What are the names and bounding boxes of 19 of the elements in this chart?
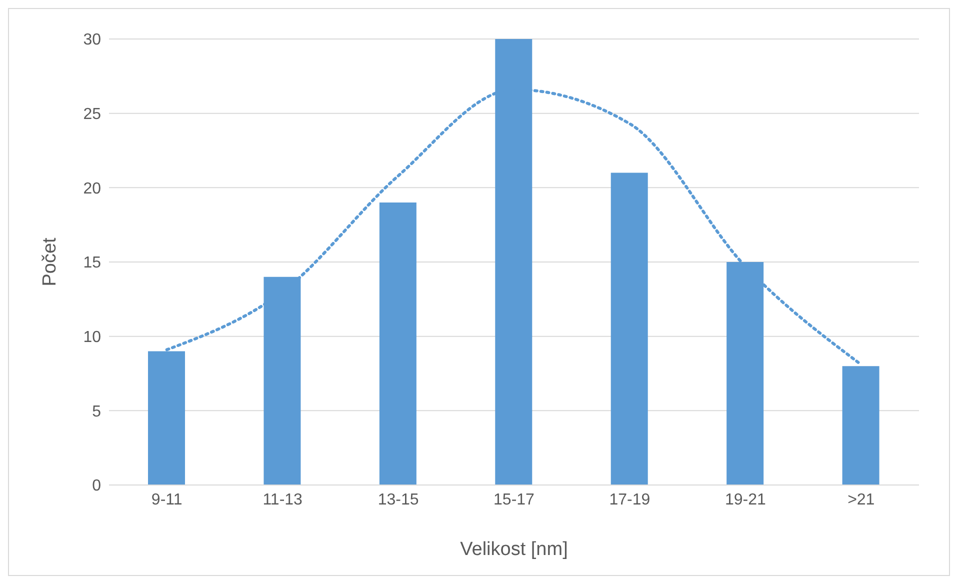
x-tick-label: 11-13 bbox=[262, 491, 303, 508]
y-tick-label: 20 bbox=[83, 180, 102, 198]
y-tick-label: 0 bbox=[92, 478, 102, 495]
x-tick-label: 9-11 bbox=[151, 491, 182, 508]
y-tick-label: 10 bbox=[83, 329, 102, 346]
x-tick-label: 13-15 bbox=[378, 491, 419, 508]
y-tick-label: 30 bbox=[83, 32, 102, 49]
x-tick-label: >21 bbox=[848, 491, 875, 508]
x-tick-label: 19-21 bbox=[724, 491, 766, 508]
y-axis-title: Počet bbox=[40, 236, 61, 286]
x-tick-label: 17-19 bbox=[609, 491, 650, 508]
x-axis-title: Velikost [nm] bbox=[460, 539, 568, 560]
x-tick-label: 15-17 bbox=[494, 491, 535, 508]
bar bbox=[379, 202, 416, 485]
bar bbox=[842, 366, 880, 485]
y-tick-label: 5 bbox=[92, 403, 102, 420]
bar bbox=[610, 172, 648, 485]
y-tick-label: 25 bbox=[83, 106, 102, 124]
y-tick-label: 15 bbox=[83, 254, 102, 272]
